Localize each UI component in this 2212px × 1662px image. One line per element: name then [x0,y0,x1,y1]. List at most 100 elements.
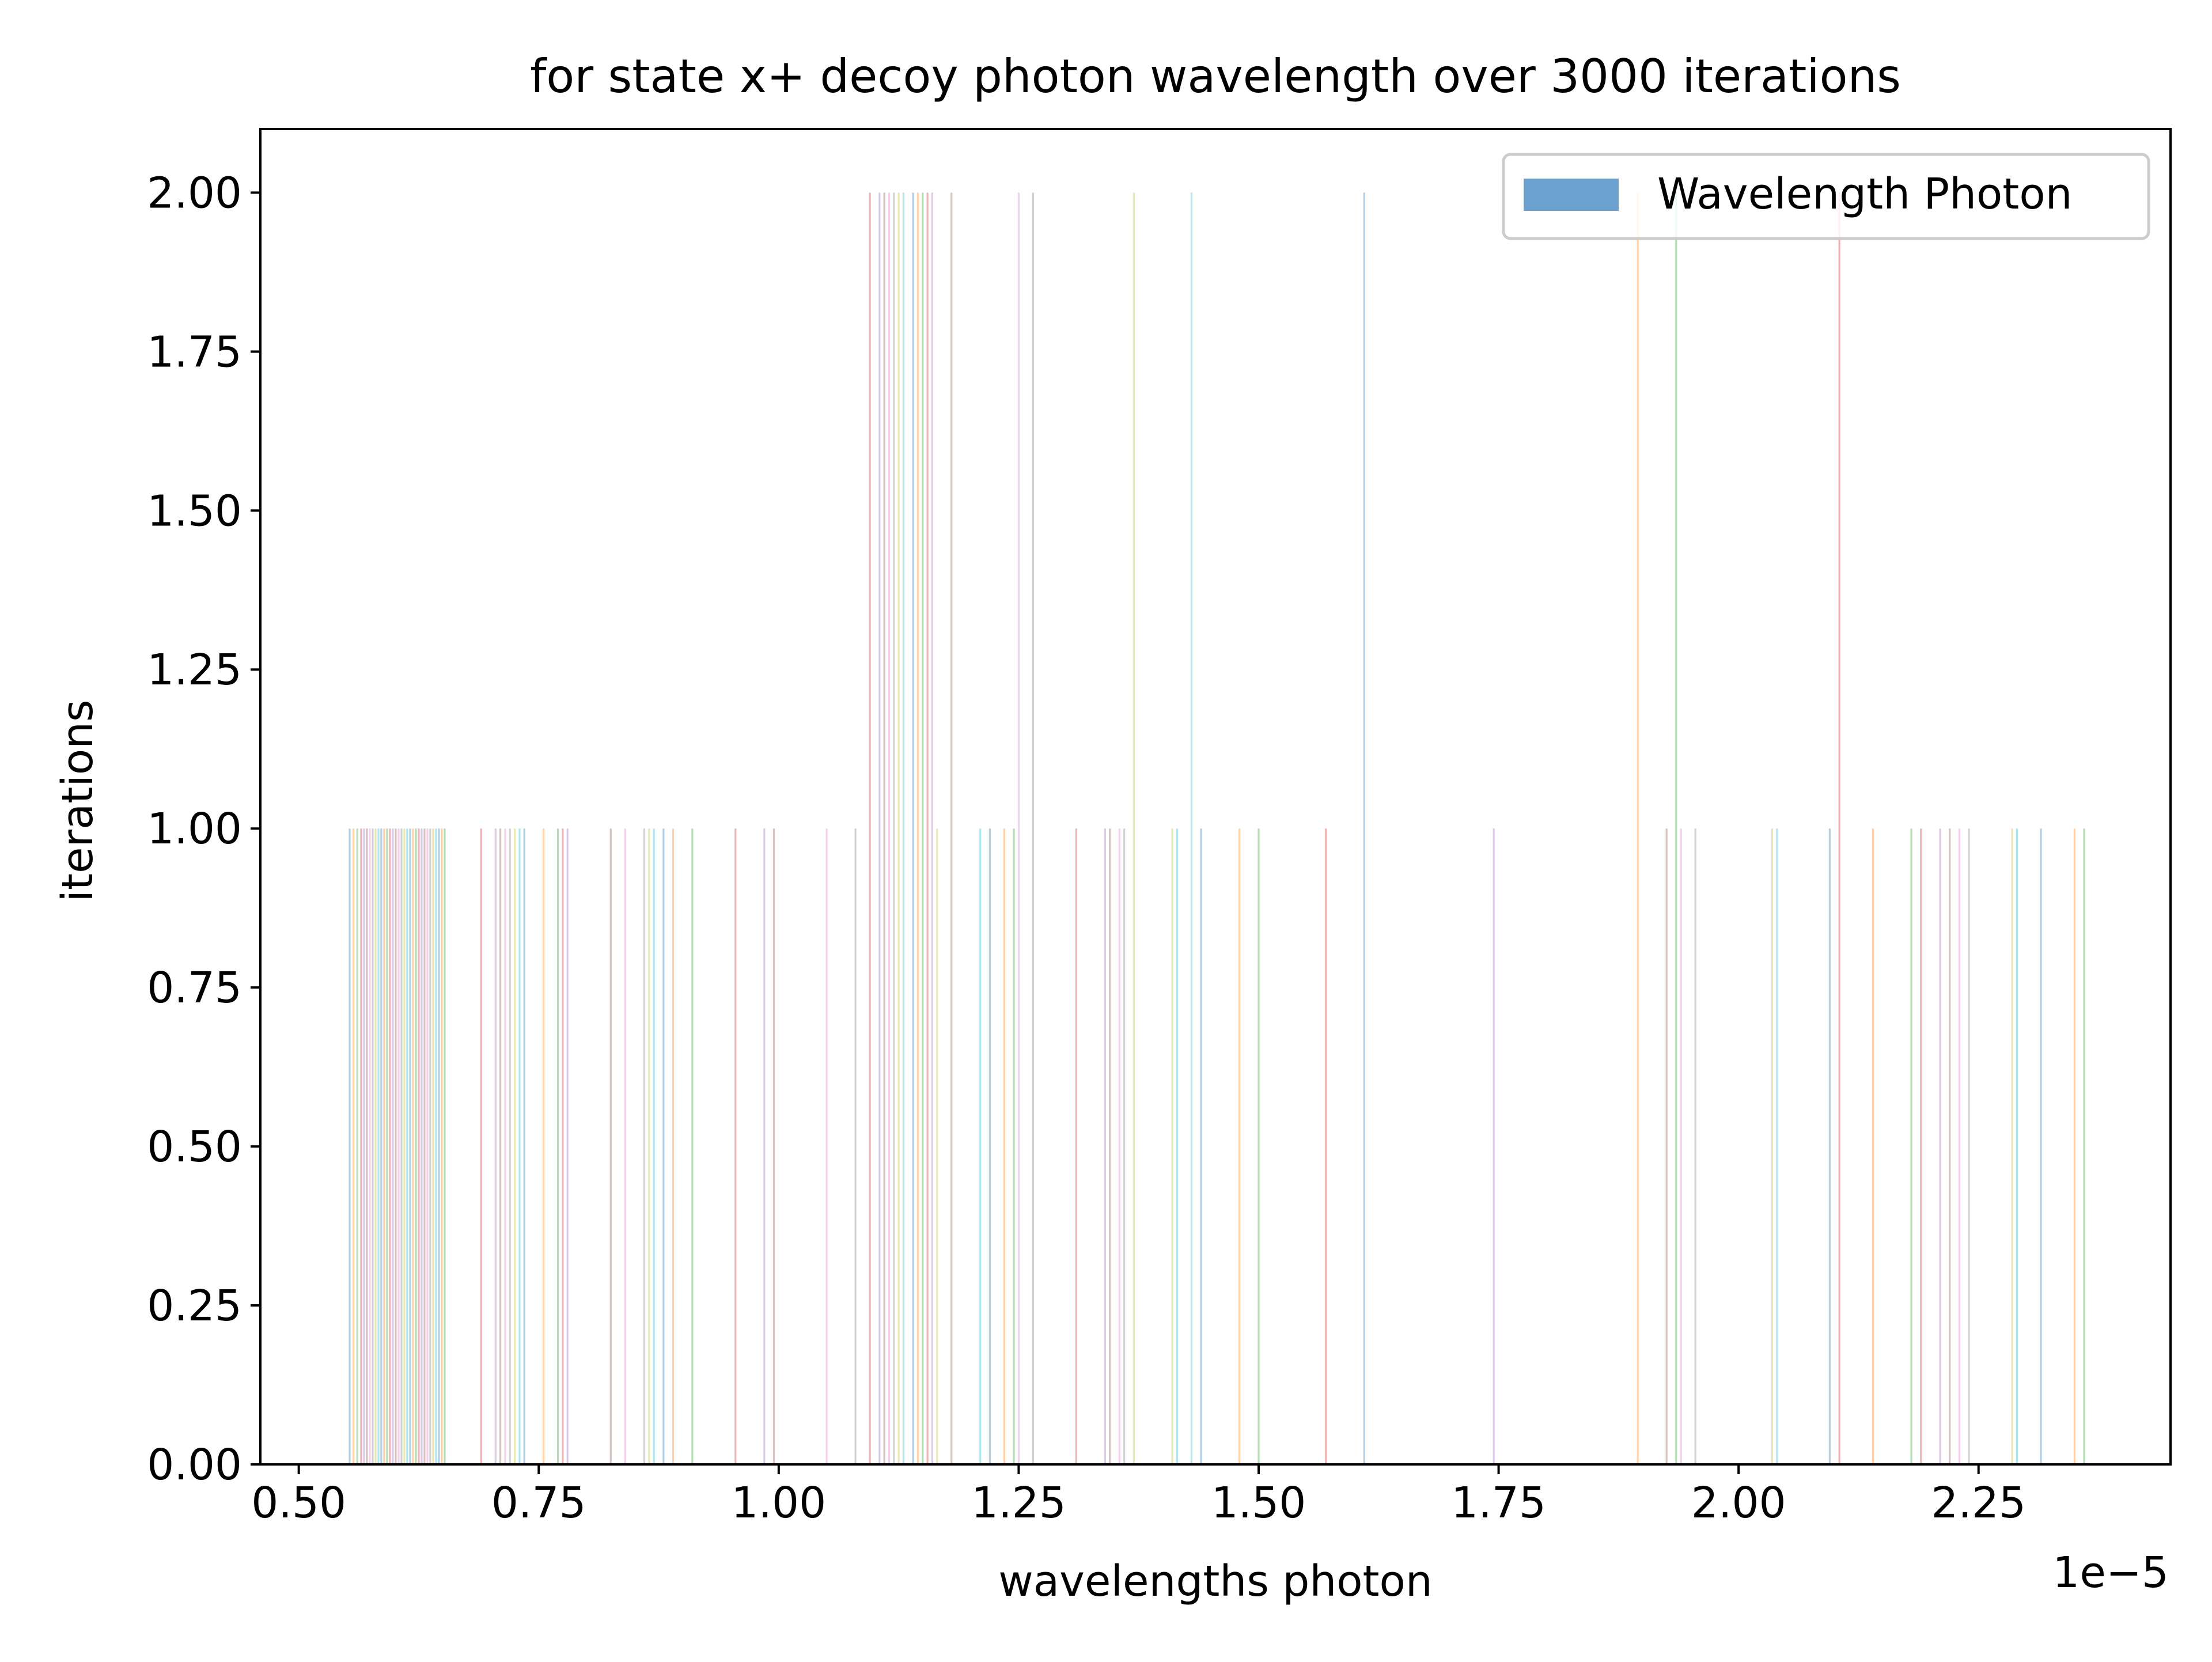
histogram-bar [979,828,982,1464]
histogram-bar [2011,828,2013,1464]
y-axis-label: iterations [53,699,103,902]
histogram-bar [2040,828,2042,1464]
histogram-bar [1771,828,1774,1464]
histogram-bar [480,828,482,1464]
histogram-bar [763,828,766,1464]
histogram-bar [916,192,919,1465]
y-tick-label: 0.00 [147,1440,242,1490]
histogram-bar [2073,828,2075,1464]
histogram-bar [662,828,665,1464]
histogram-bar [609,828,612,1464]
histogram-bar [423,828,426,1464]
y-tick-label: 1.75 [147,327,242,377]
x-tick-label: 1.00 [731,1478,826,1528]
histogram-bar [648,828,650,1464]
y-tick-label: 1.50 [147,486,242,536]
histogram-bar [412,828,414,1464]
histogram-bar [566,828,569,1464]
y-tick-label: 0.25 [147,1281,242,1331]
y-tick-label: 1.25 [147,645,242,695]
histogram-bar [1637,192,1639,1465]
histogram-bar [1949,828,1951,1464]
histogram-bar [1838,192,1840,1465]
legend-label: Wavelength Photon [1657,169,2073,219]
histogram-bar [893,192,895,1465]
histogram-bar [353,828,355,1464]
x-tick-label: 1.75 [1451,1478,1546,1528]
histogram-bar [395,828,397,1464]
histogram-bar [1828,828,1831,1464]
x-tick-label: 0.50 [251,1478,346,1528]
histogram-bar [1776,828,1778,1464]
histogram-bar [1171,828,1173,1464]
histogram-bar [1257,828,1260,1464]
histogram-bar [897,192,900,1465]
histogram-bar [409,828,411,1464]
histogram-bar [435,828,437,1464]
histogram-bar [888,192,891,1465]
histogram-bar [415,828,417,1464]
histogram-bar [988,828,991,1464]
histogram-bar [1123,828,1126,1464]
histogram-bar [772,828,775,1464]
histogram-bar [922,192,924,1465]
legend: Wavelength Photon [1502,153,2150,240]
histogram-bar [374,828,377,1464]
histogram-bar [494,828,497,1464]
axes-layer: 0.50 0.75 1.00 1.25 1.50 1.75 2.00 2.25 0.00 0.25… [147,128,2172,1528]
histogram-bar [1003,828,1006,1464]
histogram-bar [653,828,655,1464]
histogram-bar [1118,828,1120,1464]
histogram-bar [734,828,737,1464]
histogram-bar [1939,828,1941,1464]
histogram-bar [691,828,694,1464]
histogram-bar [509,828,511,1464]
histogram-bar [438,828,440,1464]
histogram-bar [643,828,646,1464]
x-axis-label: wavelengths photon [998,1557,1432,1606]
histogram-bar [1075,828,1077,1464]
histogram-bar [403,828,406,1464]
x-tick-label: 1.50 [1211,1478,1306,1528]
histogram-bar [1958,828,1961,1464]
histogram-bar [523,828,525,1464]
histogram-bar [624,828,626,1464]
histogram-bar [1680,828,1682,1464]
histogram-bar [1694,828,1696,1464]
histogram-bar [504,828,506,1464]
histogram-bar [1109,828,1111,1464]
histogram-bar [397,828,400,1464]
histogram-bar [421,828,423,1464]
legend-frame [1502,153,2150,240]
histogram-bar [1132,192,1135,1465]
x-tick-label: 2.00 [1691,1478,1786,1528]
histogram-bar [1325,828,1327,1464]
y-tick-label: 0.50 [147,1122,242,1172]
histogram-bar [902,192,905,1465]
histogram-bar [936,828,938,1464]
histogram-bar [1200,828,1202,1464]
x-axis-offset-label: 1e−5 [2052,1548,2169,1597]
histogram-bar [1920,828,1922,1464]
x-tick-label: 1.25 [971,1478,1066,1528]
histogram-bar [444,828,446,1464]
histogram-bar [432,828,434,1464]
histogram-bar [1013,828,1015,1464]
histogram-bar [1493,828,1495,1464]
histogram-bar [356,828,358,1464]
histogram-bar [441,828,443,1464]
histogram-bar [386,828,388,1464]
histogram-bar [878,192,881,1465]
histogram-bar [883,192,885,1465]
histogram-bar [429,828,431,1464]
histogram-bar [1872,828,1874,1464]
y-tick-label: 0.75 [147,963,242,1013]
histogram-bar [518,828,521,1464]
histogram-bar [869,192,871,1465]
histogram-bar [366,828,368,1464]
y-tick-label: 1.00 [147,804,242,854]
histogram-bar [513,828,516,1464]
